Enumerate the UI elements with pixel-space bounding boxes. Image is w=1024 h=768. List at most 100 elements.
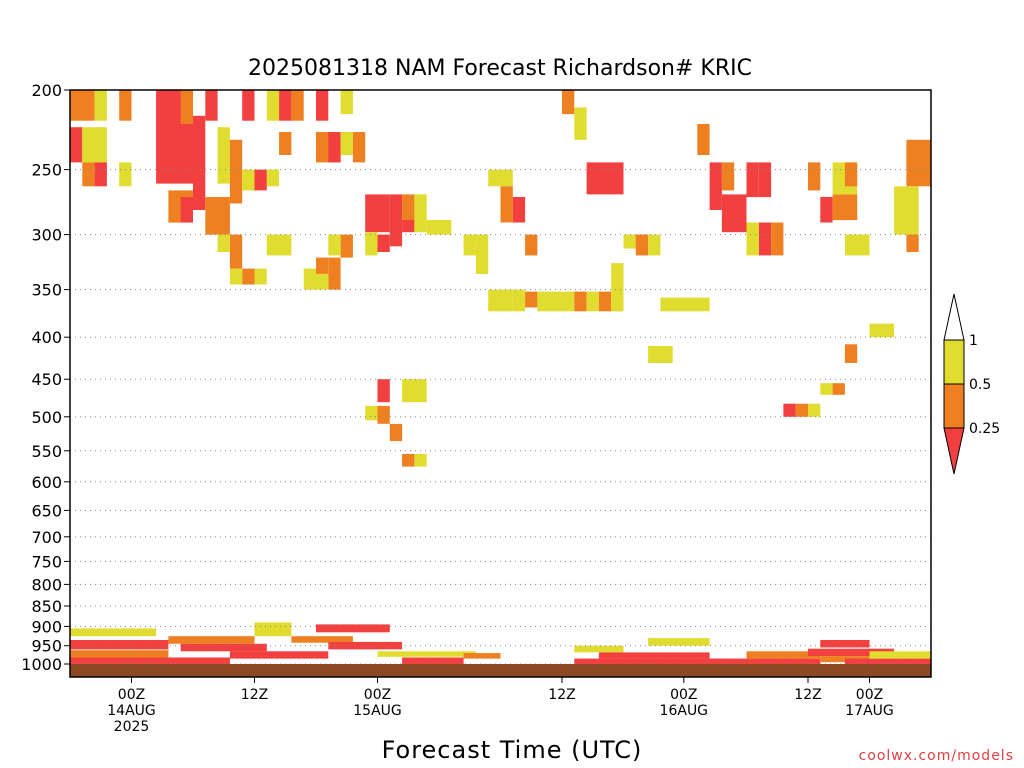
- ri-cell-yellow: [94, 90, 107, 121]
- x-tick-label-0-0: 00Z: [118, 687, 145, 703]
- ri-cell-red: [598, 652, 710, 659]
- y-tick-label-900: 900: [31, 617, 62, 636]
- ri-cell-orange: [119, 90, 132, 121]
- ri-cell-orange: [832, 194, 858, 221]
- ri-cell-orange: [168, 636, 255, 644]
- ri-cell-orange: [500, 186, 513, 223]
- ri-cell-yellow: [475, 234, 489, 274]
- ri-cell-yellow: [266, 90, 280, 121]
- ri-cell-orange: [562, 90, 575, 115]
- ri-cell-orange: [279, 132, 292, 155]
- colorbar-yellow: [943, 339, 965, 385]
- ri-cell-orange: [808, 162, 821, 191]
- ri-cell-red: [316, 624, 390, 633]
- ri-cell-yellow: [574, 107, 587, 140]
- ri-cell-red: [242, 90, 255, 121]
- ri-cell-red: [279, 90, 292, 121]
- grid-lines: [70, 169, 931, 665]
- ri-cell-orange: [82, 162, 95, 187]
- ri-cell-red: [844, 658, 931, 664]
- ri-cell-orange: [352, 132, 366, 163]
- ri-cell-orange: [229, 139, 243, 204]
- ri-cell-red: [574, 658, 722, 664]
- x-tick-label-1-0: 12Z: [241, 687, 268, 703]
- ri-cell-yellow: [414, 194, 427, 233]
- ri-cell-red: [70, 127, 83, 163]
- ri-cell-orange: [463, 653, 501, 659]
- y-tick-label-750: 750: [31, 552, 62, 571]
- ri-cell-orange: [205, 197, 230, 235]
- ri-cell-yellow: [266, 234, 292, 256]
- ri-cell-yellow: [611, 263, 624, 312]
- ri-cell-red: [180, 197, 193, 223]
- y-tick-label-200: 200: [31, 81, 62, 100]
- ri-cell-orange: [328, 257, 341, 290]
- colorbar-label-0.5: 0.5: [969, 377, 991, 393]
- ri-cell-orange: [525, 291, 538, 308]
- ri-cell-red: [205, 90, 218, 121]
- ground-band: [70, 664, 931, 677]
- ri-cell-red: [70, 657, 230, 664]
- x-tick-label-2-1: 15AUG: [353, 703, 402, 719]
- ri-cell-orange: [697, 124, 710, 155]
- x-tick-label-5-0: 12Z: [794, 687, 821, 703]
- ri-cell-red: [820, 640, 870, 648]
- ri-cell-red: [746, 162, 759, 198]
- y-tick-label-850: 850: [31, 597, 62, 616]
- ri-cell-red: [193, 115, 206, 210]
- ri-cell-orange: [402, 194, 415, 221]
- ri-cell-yellow: [377, 651, 476, 657]
- ri-cell-red: [512, 197, 526, 223]
- ri-cell-yellow: [586, 291, 599, 312]
- ri-cell-yellow: [869, 651, 931, 659]
- ri-cell-orange: [242, 268, 255, 285]
- x-tick-label-6-0: 00Z: [856, 687, 883, 703]
- ri-cell-yellow: [426, 220, 452, 235]
- ri-cell-orange: [635, 234, 649, 256]
- ri-cell-yellow: [340, 90, 353, 115]
- ri-cell-yellow: [402, 379, 427, 403]
- ri-cell-red: [820, 197, 833, 223]
- ri-cell-orange: [906, 234, 919, 252]
- y-tick-label-400: 400: [31, 328, 62, 347]
- ri-cell-orange: [180, 90, 193, 124]
- y-tick-label-650: 650: [31, 501, 62, 520]
- ri-cell-red: [229, 651, 329, 659]
- x-tick-label-2-0: 00Z: [364, 687, 391, 703]
- ri-cell-yellow: [808, 403, 821, 417]
- ri-cell-yellow: [303, 268, 316, 290]
- ri-cell-yellow: [365, 232, 378, 256]
- y-tick-label-700: 700: [31, 528, 62, 547]
- ri-cell-yellow: [648, 638, 710, 646]
- ri-cell-yellow: [869, 323, 895, 338]
- ri-cell-yellow: [254, 622, 292, 637]
- ri-cell-orange: [721, 162, 735, 191]
- ri-cell-yellow: [70, 628, 157, 637]
- ri-cell-yellow: [229, 268, 243, 285]
- ri-cell-red: [316, 90, 329, 121]
- ri-cell-red: [709, 658, 821, 664]
- y-tick-label-950: 950: [31, 637, 62, 656]
- ri-cell-red: [180, 643, 267, 652]
- x-tick-label-4-0: 00Z: [670, 687, 697, 703]
- ri-cell-yellow: [119, 162, 132, 187]
- colorbar-label-0.25: 0.25: [969, 421, 1000, 437]
- ri-cell-yellow: [328, 234, 341, 256]
- ri-cell-yellow: [242, 169, 255, 191]
- ri-cell-orange: [291, 90, 304, 121]
- ri-cell-yellow: [488, 169, 513, 187]
- ri-cell-yellow: [894, 186, 919, 235]
- colorbar-orange: [943, 383, 965, 429]
- y-tick-label-600: 600: [31, 473, 62, 492]
- credit-text: coolwx.com/models: [859, 748, 1014, 764]
- ri-cell-orange: [389, 423, 403, 441]
- ri-cell-yellow: [820, 383, 833, 395]
- ri-cell-yellow: [254, 268, 267, 285]
- colorbar-label-1: 1: [969, 333, 978, 349]
- ri-cell-red: [377, 234, 390, 252]
- x-tick-label-4-1: 16AUG: [660, 703, 709, 719]
- ri-cell-red: [402, 220, 415, 233]
- ri-cell-yellow: [266, 169, 280, 187]
